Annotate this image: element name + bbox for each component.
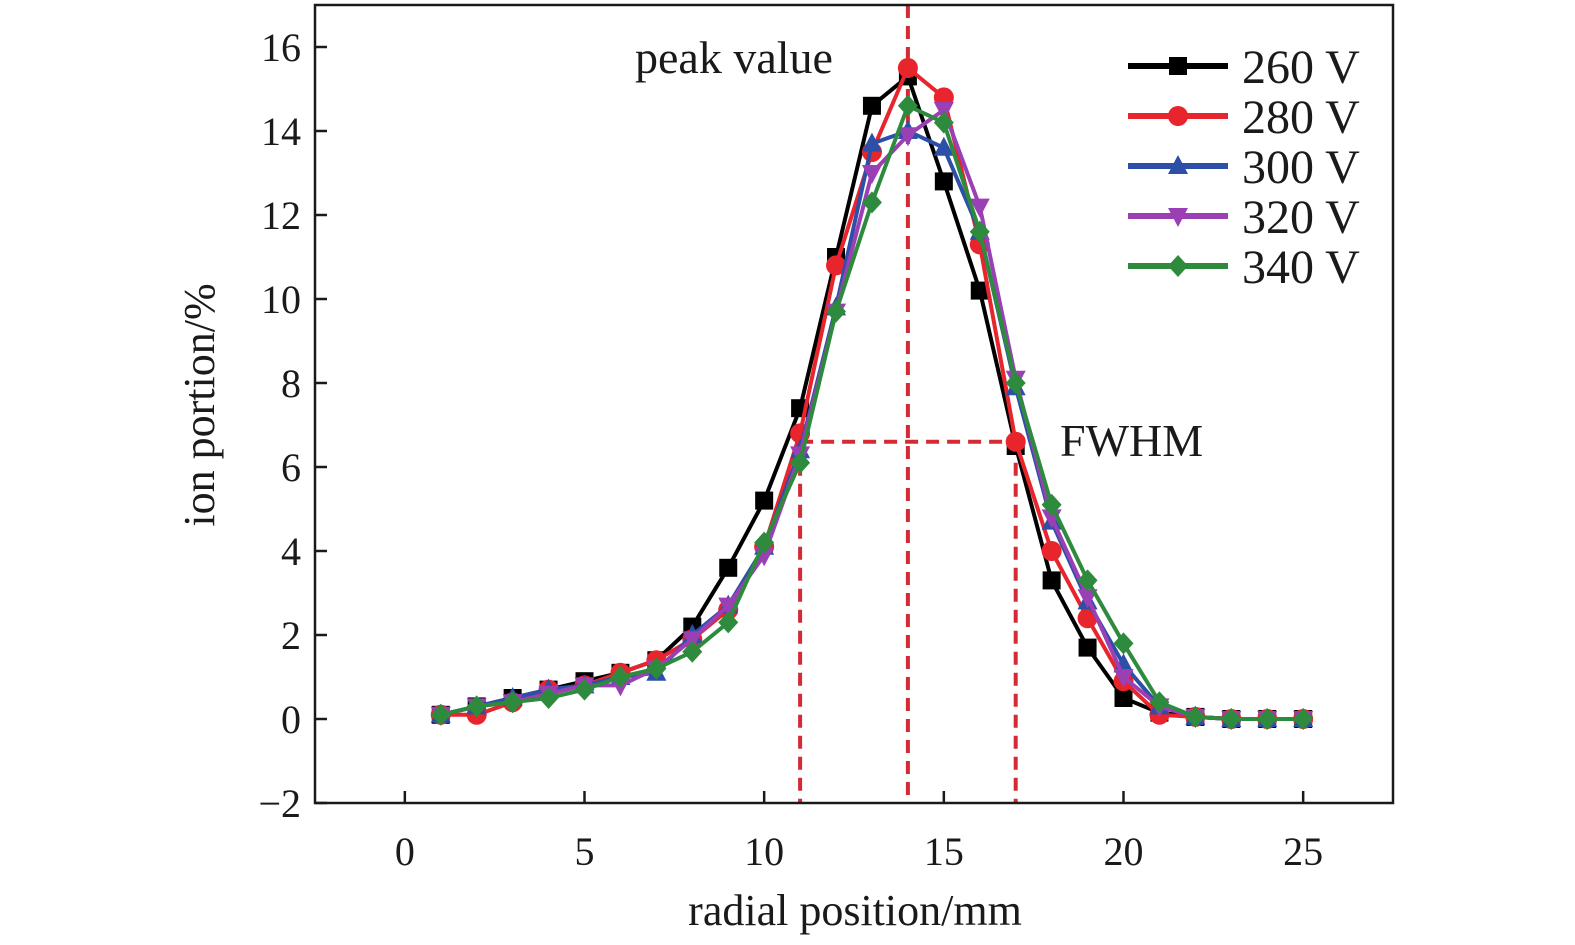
legend-item: 300 V	[1128, 141, 1360, 194]
data-point	[574, 678, 595, 701]
y-tick-label: −2	[258, 781, 301, 826]
x-tick-label: 15	[924, 829, 964, 874]
data-point	[861, 191, 882, 214]
data-point	[826, 300, 847, 323]
y-tick-label: 8	[281, 361, 301, 406]
y-tick-label: 2	[281, 613, 301, 658]
data-point	[933, 111, 954, 134]
data-point	[1185, 705, 1206, 728]
x-tick-label: 10	[744, 829, 784, 874]
data-point	[1077, 589, 1098, 609]
data-point	[1042, 571, 1061, 590]
x-tick-label: 5	[575, 829, 595, 874]
data-point	[897, 94, 918, 117]
data-point	[755, 491, 774, 510]
data-point	[790, 451, 811, 474]
data-point	[897, 127, 918, 147]
legend-marker	[1168, 208, 1188, 227]
data-point	[1114, 689, 1133, 707]
data-point	[466, 695, 487, 718]
data-point	[861, 132, 882, 152]
series-layer	[430, 58, 1314, 730]
data-point	[1041, 493, 1062, 516]
y-tick-label: 12	[261, 193, 301, 238]
data-point	[1041, 541, 1062, 561]
data-point	[1113, 632, 1134, 655]
legend-marker	[1168, 255, 1188, 277]
data-point	[610, 666, 631, 688]
data-point	[646, 657, 667, 680]
y-tick-label: 10	[261, 277, 301, 322]
data-point	[826, 255, 847, 276]
data-point	[719, 558, 738, 577]
data-point	[1149, 691, 1170, 714]
legend-label: 340 V	[1242, 241, 1360, 294]
ticks: 0 5 10 15 20 25 −2 0 2 4 6 8 10 12 14 16	[258, 25, 1323, 874]
y-tick-label: 14	[261, 109, 301, 154]
y-tick-label: 6	[281, 445, 301, 490]
data-point	[1113, 669, 1134, 688]
data-point	[1078, 638, 1097, 657]
x-tick-label: 25	[1283, 829, 1323, 874]
y-tick-label: 4	[281, 529, 301, 574]
series-340v	[430, 94, 1314, 730]
data-point	[1257, 708, 1278, 730]
data-point	[933, 136, 954, 156]
data-point	[862, 96, 881, 115]
legend-label: 300 V	[1242, 141, 1360, 194]
legend-marker	[1168, 155, 1188, 174]
data-point	[430, 703, 451, 726]
data-point	[934, 172, 953, 191]
x-axis-label: radial position/mm	[688, 886, 1022, 935]
legend-marker	[1169, 57, 1187, 75]
legend-marker	[1168, 106, 1188, 126]
data-point	[682, 631, 703, 651]
data-point	[969, 220, 990, 243]
legend-label: 280 V	[1242, 91, 1360, 144]
data-point	[1221, 708, 1242, 730]
legend-item: 340 V	[1128, 241, 1360, 294]
data-point	[682, 640, 703, 663]
data-point	[969, 198, 990, 218]
legend-label: 260 V	[1242, 41, 1360, 94]
annotation-peak-value: peak value	[635, 32, 833, 83]
data-point	[1005, 431, 1026, 452]
data-point	[718, 611, 739, 634]
data-point	[1077, 569, 1098, 592]
y-tick-label: 0	[281, 697, 301, 742]
data-point	[897, 58, 918, 78]
legend-item: 280 V	[1128, 91, 1360, 144]
data-point	[754, 531, 775, 554]
plot-frame	[313, 3, 1395, 805]
data-point	[861, 165, 882, 184]
data-point	[970, 281, 989, 300]
legend-item: 260 V	[1128, 41, 1360, 94]
x-tick-label: 20	[1104, 829, 1144, 874]
annotation-fwhm: FWHM	[1060, 415, 1203, 466]
data-point	[933, 102, 954, 121]
y-axis-label: ion portion/%	[175, 283, 224, 526]
x-tick-label: 0	[395, 829, 415, 874]
series-280v	[430, 58, 1314, 729]
legend-item: 320 V	[1128, 191, 1360, 244]
data-point	[1005, 372, 1026, 394]
data-point	[1293, 708, 1314, 730]
data-point	[502, 691, 523, 714]
legend-label: 320 V	[1242, 191, 1360, 244]
data-point	[538, 687, 559, 709]
data-point	[718, 597, 739, 617]
y-tick-label: 16	[261, 25, 301, 70]
